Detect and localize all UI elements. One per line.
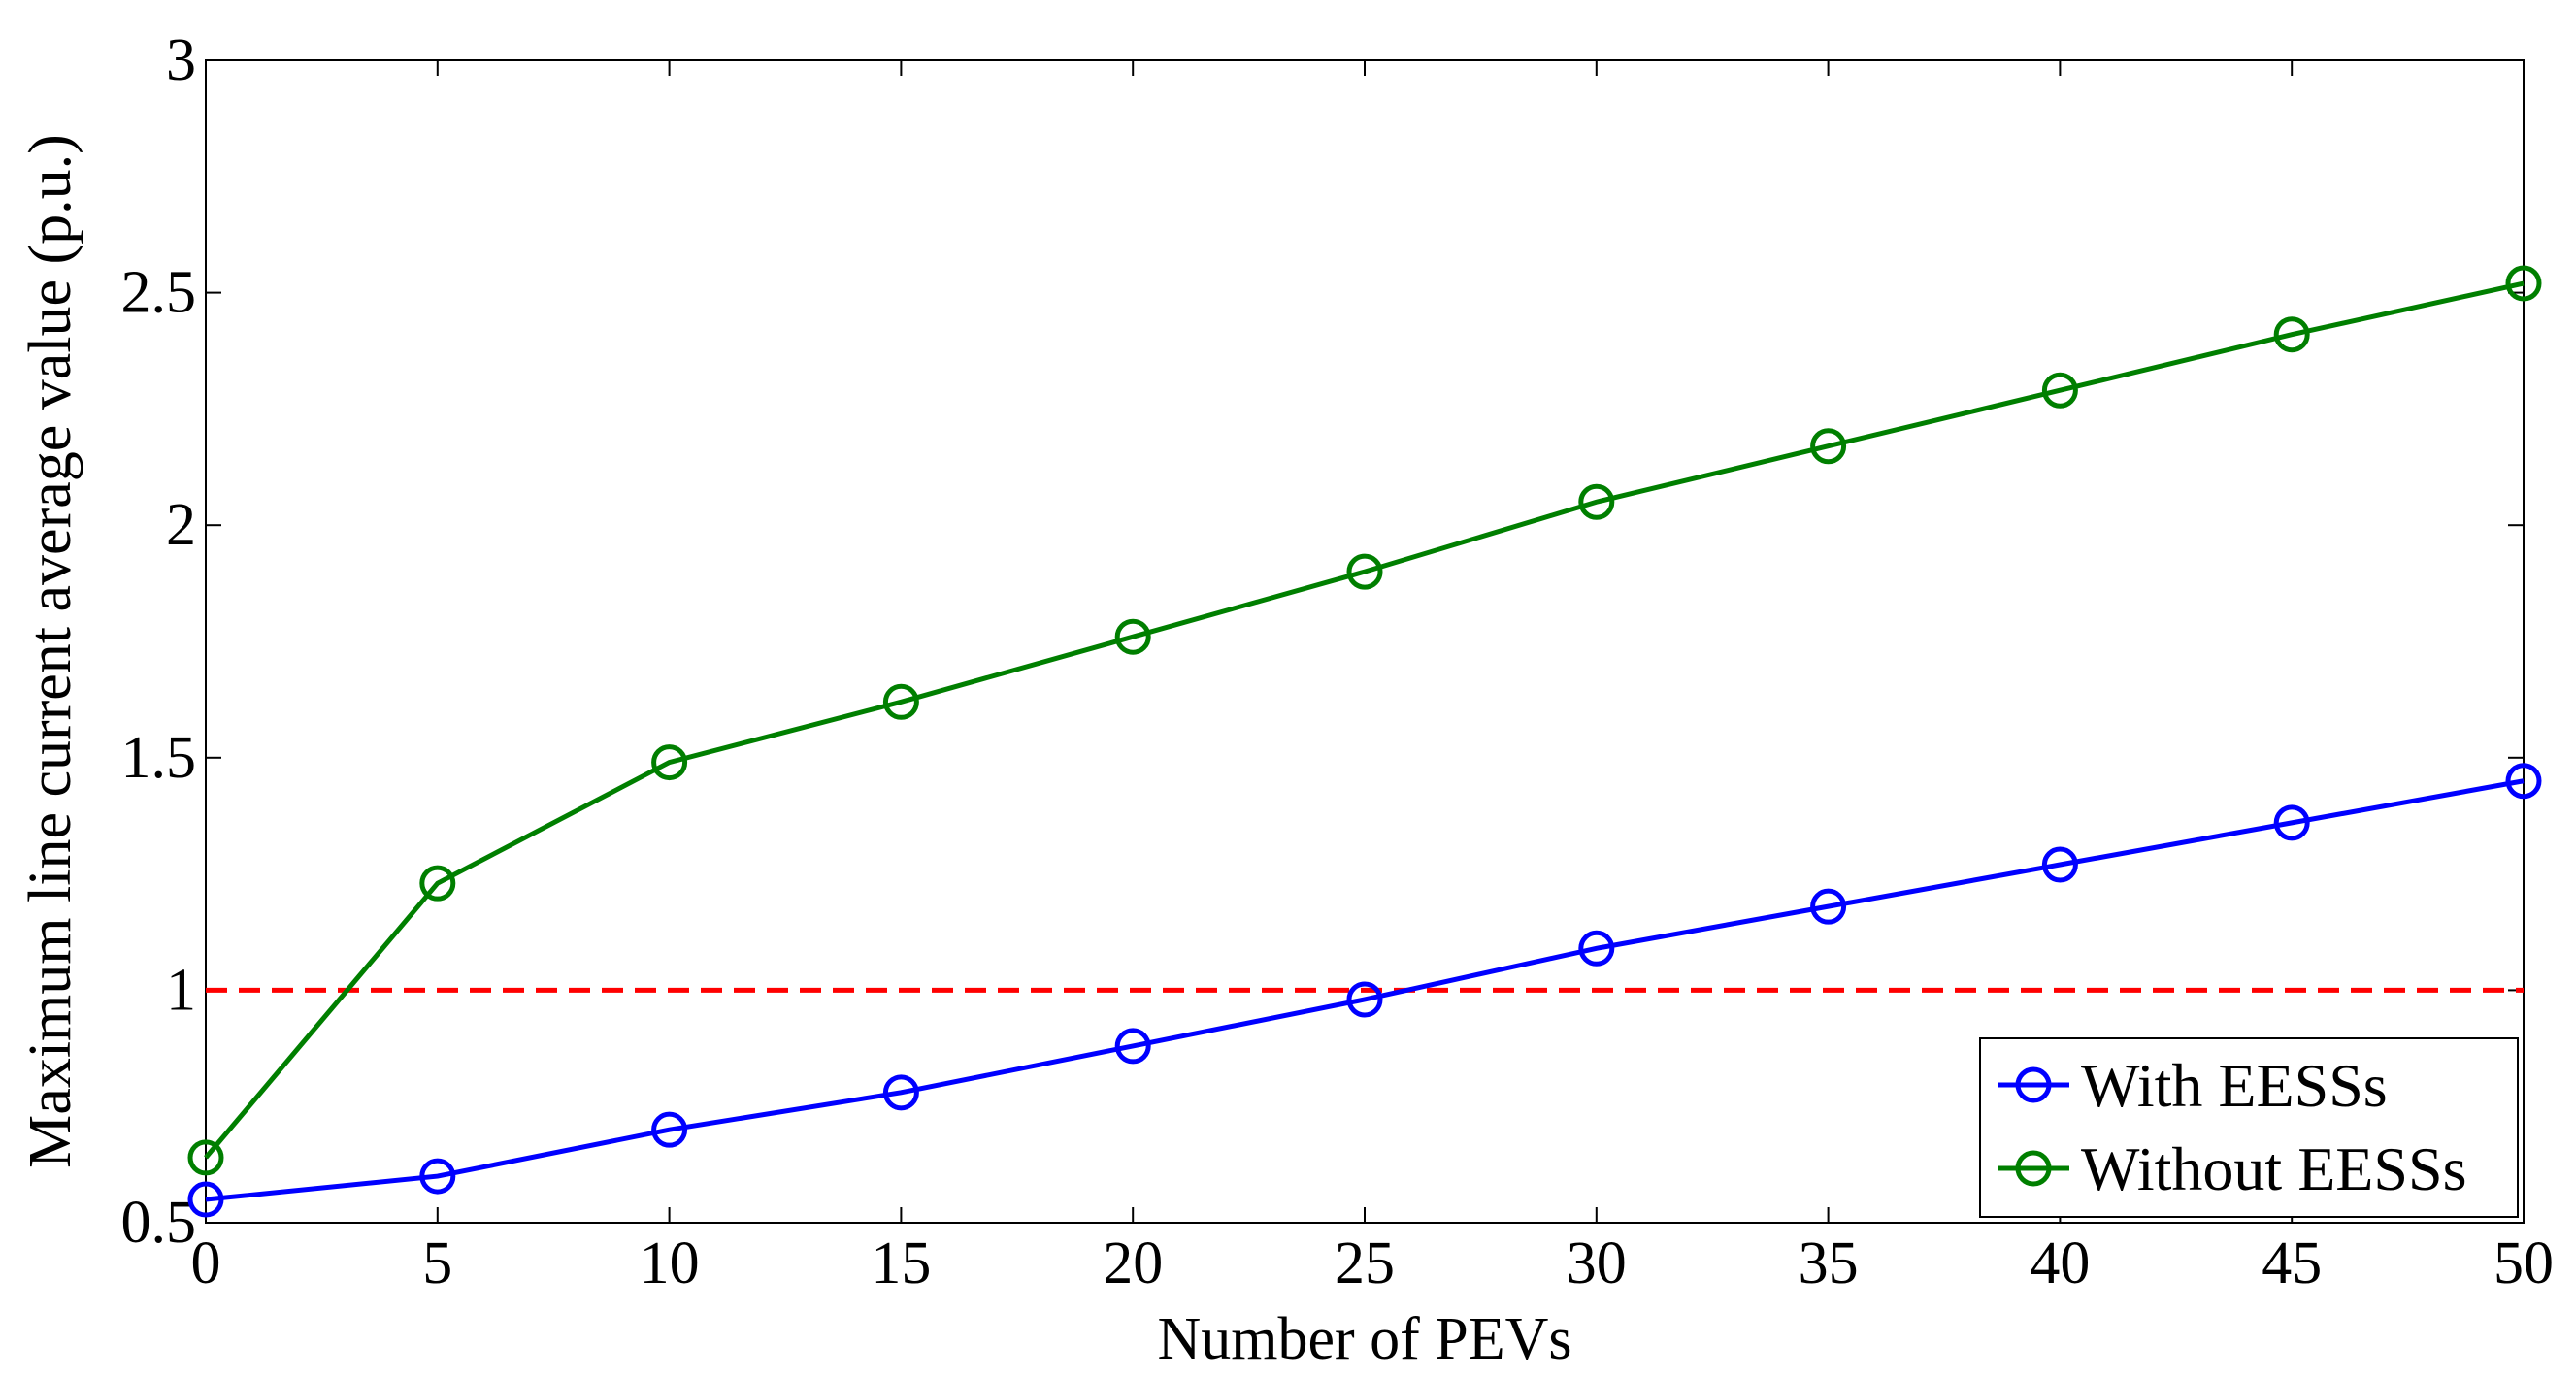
y-axis-ticks: 0.5 1 1.5 2 2.5 3 — [121, 27, 2524, 1256]
data-point — [651, 744, 688, 781]
data-point — [1810, 428, 1847, 465]
data-point — [2041, 846, 2078, 883]
data-point — [187, 1181, 224, 1218]
data-point — [2273, 804, 2310, 841]
legend-label-without-eesss: Without EESSs — [2081, 1134, 2466, 1203]
series-group — [187, 265, 2542, 1218]
y-tick-label: 1.5 — [121, 725, 197, 791]
data-point — [882, 1074, 919, 1111]
x-tick-label: 45 — [2262, 1230, 2322, 1296]
x-tick-label: 20 — [1103, 1230, 1163, 1296]
data-point — [651, 1111, 688, 1148]
x-tick-label: 30 — [1567, 1230, 1627, 1296]
series-line-without-eesss — [204, 280, 2525, 1160]
x-tick-label: 40 — [2030, 1230, 2090, 1296]
x-tick-label: 0 — [191, 1230, 221, 1296]
legend-label-with-eesss: With EESSs — [2081, 1051, 2388, 1120]
x-tick-label: 35 — [1799, 1230, 1859, 1296]
y-tick-label: 1 — [166, 957, 196, 1023]
y-tick-label: 3 — [166, 27, 196, 93]
x-tick-label: 50 — [2493, 1230, 2554, 1296]
data-point — [1810, 888, 1847, 925]
data-point — [2505, 763, 2542, 800]
x-tick-label: 10 — [640, 1230, 700, 1296]
x-tick-label: 5 — [422, 1230, 452, 1296]
y-tick-label: 2 — [166, 492, 196, 558]
data-point — [419, 865, 456, 902]
data-point — [2505, 265, 2542, 302]
data-point — [1578, 930, 1615, 967]
data-point — [419, 1158, 456, 1195]
y-tick-label: 2.5 — [121, 260, 197, 326]
x-axis-title: Number of PEVs — [1157, 1306, 1571, 1372]
data-point — [1346, 981, 1383, 1018]
series-line-with-eesss — [205, 778, 2525, 1202]
series-with-eesss — [187, 763, 2542, 1218]
data-point — [2041, 372, 2078, 409]
data-point — [1346, 553, 1383, 590]
data-point — [1114, 1028, 1151, 1065]
data-point — [1578, 483, 1615, 520]
x-axis-ticks: 0 5 10 15 20 25 30 35 40 45 50 — [191, 60, 2554, 1296]
data-point — [882, 683, 919, 720]
data-point — [1114, 618, 1151, 655]
x-tick-label: 15 — [871, 1230, 931, 1296]
y-tick-label: 0.5 — [121, 1190, 197, 1256]
y-axis-title: Maximum line current average value (p.u.… — [17, 134, 83, 1168]
legend: With EESSs Without EESSs — [1979, 1037, 2519, 1218]
legend-marker-without-eesss — [2015, 1150, 2052, 1187]
legend-marker-with-eesss — [2015, 1066, 2052, 1103]
legend-box — [1979, 1037, 2519, 1218]
x-tick-label: 25 — [1335, 1230, 1395, 1296]
data-point — [187, 1139, 224, 1176]
data-point — [2273, 316, 2310, 353]
series-without-eesss — [187, 265, 2542, 1176]
